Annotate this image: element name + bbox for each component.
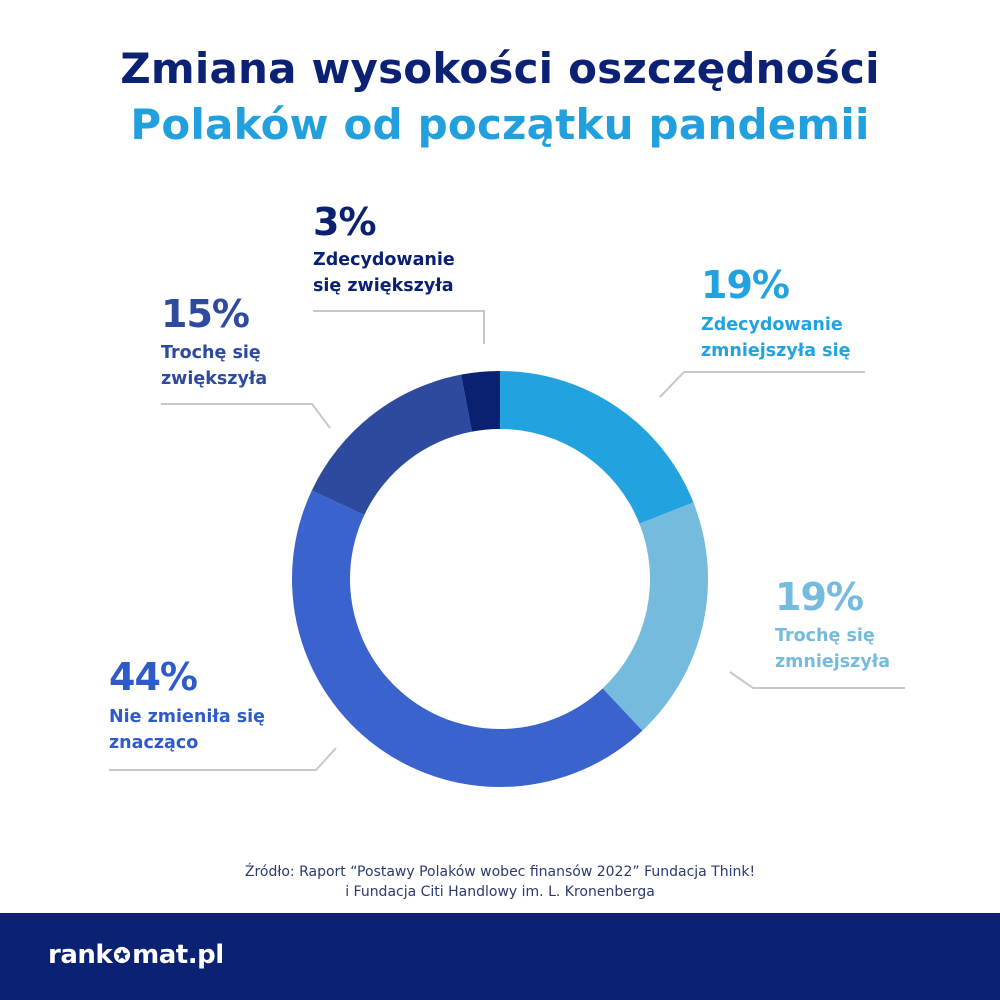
source-line-2: i Fundacja Citi Handlowy im. L. Kronenbe… [345,884,655,900]
donut-chart: 19% Zdecydowanie zmniejszyła się 19% Trochę … [109,200,905,788]
donut-slice-3 [311,374,472,516]
donut-slice-1 [602,502,709,731]
slice-caption-1-1: zmniejszyła [775,652,890,672]
leader-line-3 [161,403,331,429]
slice-percent-label-3: 15% [161,292,249,336]
leader-line-4 [313,310,485,344]
footer-bar: rank mat.pl [0,913,1000,1000]
leader-line-2 [109,747,337,771]
leader-line-1 [729,671,905,689]
donut-slice-0 [500,371,694,524]
star-o-icon [114,946,131,964]
rankomat-logo[interactable]: rank mat.pl [48,940,224,970]
slice-caption-2-1: znacząco [109,733,198,753]
logo-text-part2: mat.pl [132,940,224,970]
source-line-1: Źródło: Raport “Postawy Polaków wobec fi… [244,864,756,880]
slice-percent-label-4: 3% [313,200,376,244]
title-line-2: Polaków od początku pandemii [130,100,870,149]
slice-caption-0-0: Zdecydowanie [701,315,843,335]
slice-percent-label-0: 19% [701,263,789,307]
slice-caption-2-0: Nie zmieniła się [109,707,265,727]
leader-line-0 [659,371,865,398]
donut-slice-4 [461,371,500,432]
source-note: Źródło: Raport “Postawy Polaków wobec fi… [0,862,1000,902]
slice-percent-label-2: 44% [109,655,197,699]
slice-caption-4-1: się zwiększyła [313,276,454,296]
logo-text-part1: rank [48,940,113,970]
slice-caption-4-0: Zdecydowanie [313,250,455,270]
slice-caption-3-1: zwiększyła [161,369,267,389]
title-line-1: Zmiana wysokości oszczędności [120,44,880,93]
slice-caption-1-0: Trochę się [775,626,875,646]
slice-percent-label-1: 19% [775,575,863,619]
slice-caption-0-1: zmniejszyła się [701,341,851,361]
donut-slice-2 [292,490,643,788]
slice-caption-3-0: Trochę się [161,343,261,363]
